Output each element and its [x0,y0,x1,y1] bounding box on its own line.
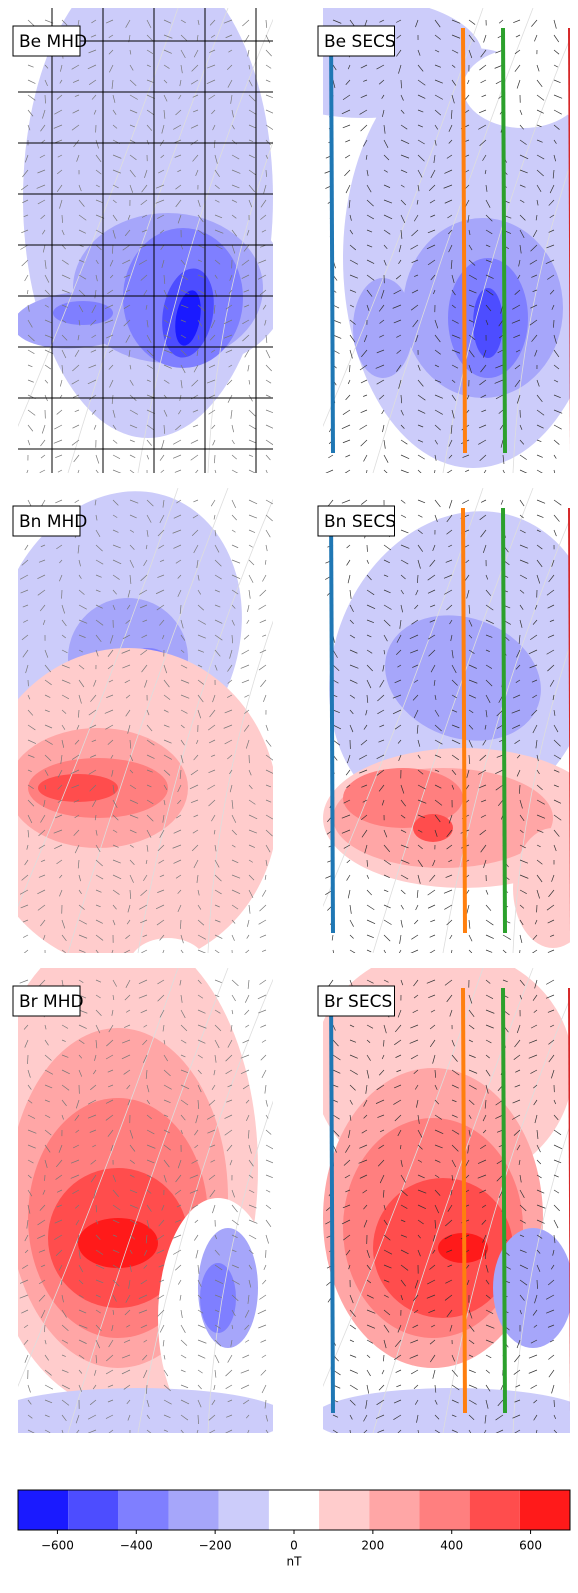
colorbar-bin [219,1490,269,1530]
colorbar-bin [18,1490,68,1530]
tick-label: −400 [120,1539,153,1553]
panel-title: Bn MHD [19,512,87,532]
track [503,28,505,453]
panel-title: Be SECS [324,32,396,52]
contour-region [413,814,453,842]
track [463,988,465,1413]
colorbar-bin [470,1490,520,1530]
track [331,28,333,453]
colorbar-label: nT [287,1555,303,1569]
track [570,508,572,933]
tick-label: 400 [440,1539,463,1553]
colorbar-bin [419,1490,469,1530]
colorbar-bin [269,1490,319,1530]
tick-label: −200 [199,1539,232,1553]
track [331,508,333,933]
track [503,508,505,933]
contour-region [0,1388,288,1448]
panel-body [0,0,378,479]
figure: Be MHD Be SECS Bn MHD Bn SECS Br MHD Br SECS −… [0,0,578,1589]
panel: Bn SECS [286,473,578,959]
panel-title: Be MHD [19,32,87,52]
track [463,28,465,453]
panel-body [303,948,578,1448]
panel-title: Bn SECS [324,512,396,532]
colorbar-bin [169,1490,219,1530]
track [570,988,572,1413]
contour-region [463,48,578,128]
page: {"chart_data": {"type": "contour", "pane… [0,0,578,1589]
colorbar-bin [369,1490,419,1530]
tick-label: 0 [290,1539,298,1553]
panel-body [0,456,378,998]
contour-region [38,774,118,802]
track [331,988,333,1413]
panel-body [243,0,578,478]
tick-label: 200 [361,1539,384,1553]
contour-region [473,288,503,358]
panel-title: Br MHD [19,992,84,1012]
tick-label: 600 [519,1539,542,1553]
track [570,28,572,453]
panel-title: Br SECS [324,992,392,1012]
colorbar-bin [520,1490,570,1530]
track [503,988,505,1413]
colorbar-bin [68,1490,118,1530]
colorbar-bin [319,1490,369,1530]
panel: Br SECS [303,948,578,1448]
tick-label: −600 [41,1539,74,1553]
panel-body [286,473,578,959]
panel: Be MHD [0,0,378,479]
panel: Be SECS [243,0,578,478]
colorbar-bin [118,1490,168,1530]
panel: Bn MHD [0,456,378,998]
track [463,508,465,933]
contour-region [53,301,113,325]
